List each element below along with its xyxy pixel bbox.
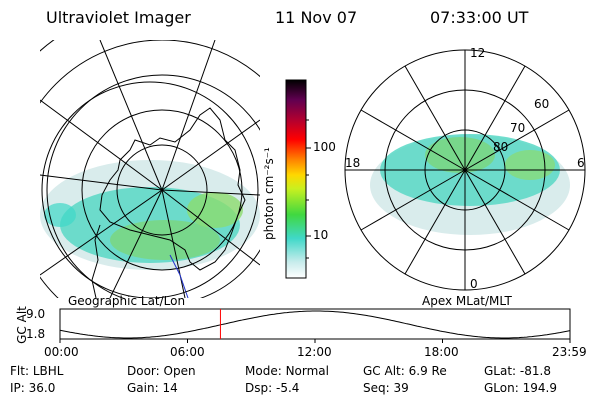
lat-label-60: 60 — [534, 97, 550, 111]
mlt-label-6: 6 — [577, 156, 585, 170]
geo-map-label: Geographic Lat/Lon — [68, 294, 186, 308]
altitude-curve — [59, 310, 571, 339]
lat-label-70: 70 — [510, 121, 526, 135]
instrument-title: Ultraviolet Imager — [46, 8, 191, 27]
info-flt: Flt: LBHL — [10, 364, 64, 378]
time-tick-0600: 06:00 — [170, 345, 205, 359]
mlt-label-18: 18 — [345, 156, 361, 170]
time-tick-2359: 23:59 — [552, 345, 587, 359]
coastline — [99, 107, 246, 271]
aurora-core — [110, 220, 220, 260]
alt-tick-9: 9.0 — [26, 307, 46, 321]
time-tick-0000: 00:00 — [44, 345, 79, 359]
info-dsp: Dsp: -5.4 — [245, 381, 300, 395]
info-seq: Seq: 39 — [363, 381, 409, 395]
polar-plot-label: Apex MLat/MLT — [422, 294, 512, 308]
info-gain: Gain: 14 — [127, 381, 178, 395]
colorbar-tick-10: 10 — [313, 228, 329, 242]
info-glon: GLon: 194.9 — [484, 381, 557, 395]
lat-label-80: 80 — [493, 140, 509, 154]
time-label: 07:33:00 UT — [430, 8, 529, 27]
time-tick-1200: 12:00 — [297, 345, 332, 359]
alt-tick-1.8: 1.8 — [26, 327, 46, 341]
info-ip: IP: 36.0 — [10, 381, 56, 395]
mlt-label-12: 12 — [470, 46, 486, 60]
info-glat: GLat: -81.8 — [484, 364, 551, 378]
mlt-label-0: 0 — [470, 277, 478, 291]
info-door: Door: Open — [127, 364, 196, 378]
time-tick-1800: 18:00 — [424, 345, 459, 359]
earth-disk-edge — [41, 81, 259, 298]
info-gc-alt: GC Alt: 6.9 Re — [363, 364, 447, 378]
date-label: 11 Nov 07 — [275, 8, 358, 27]
info-mode: Mode: Normal — [245, 364, 329, 378]
colorbar-tick-100: 100 — [313, 140, 336, 154]
